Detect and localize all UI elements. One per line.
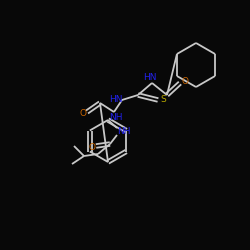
Text: NH: NH [117,128,131,136]
Text: S: S [160,96,166,104]
Text: O: O [80,108,86,118]
Text: HN: HN [143,74,157,82]
Text: O: O [88,142,96,152]
Text: O: O [182,76,188,86]
Text: HN: HN [109,94,123,104]
Text: NH: NH [109,114,123,122]
